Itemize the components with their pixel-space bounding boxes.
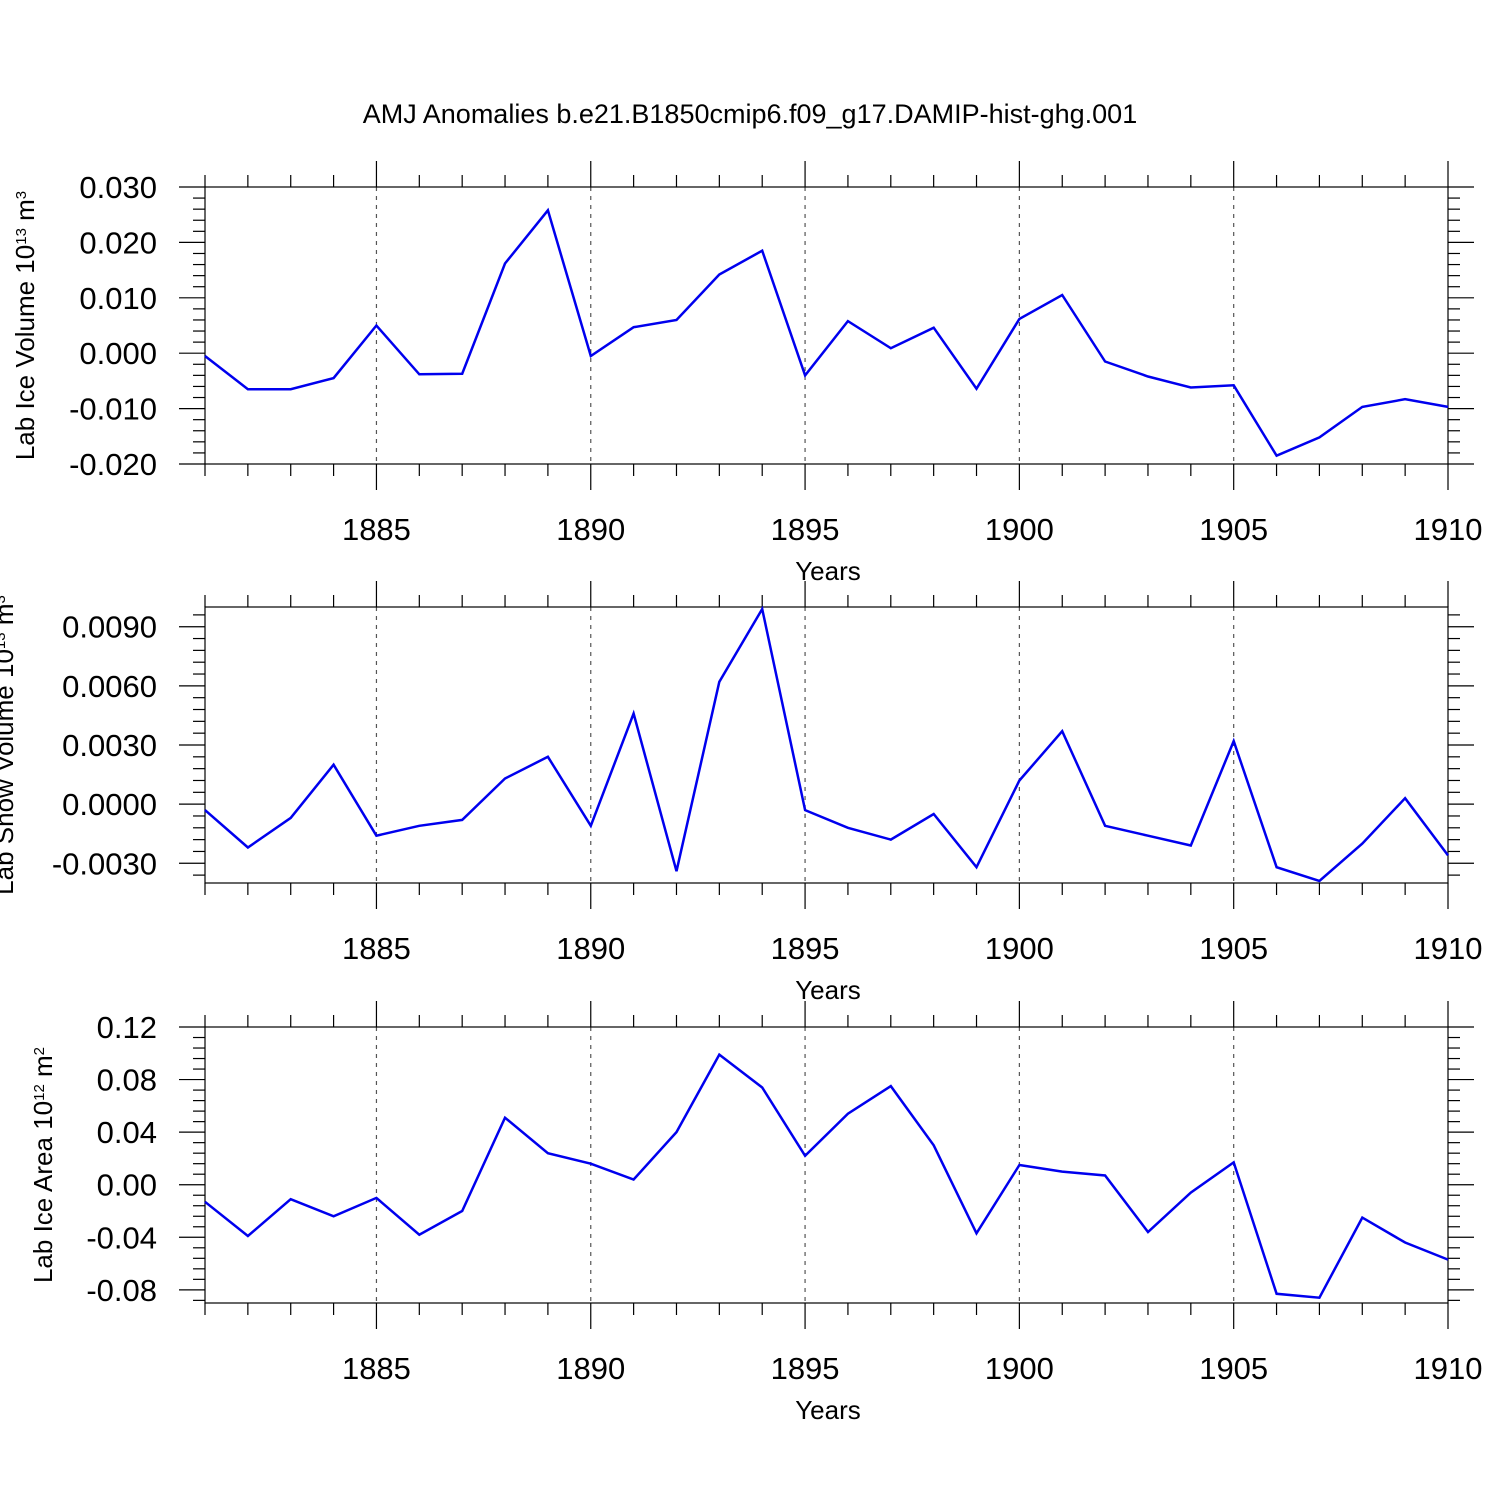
y-axis-title-part: m [0,604,19,633]
y-tick-label: 0.010 [79,281,157,316]
y-tick-label: -0.08 [86,1273,157,1308]
plot-frame [204,186,1449,465]
panel-ice-volume: -0.020 -0.010 0.000 0.010 0.020 0.030 1885 1890… [10,161,1482,586]
x-tick-label: 1885 [342,1351,411,1386]
x-tick-label: 1895 [771,931,840,966]
y-tick-label: -0.020 [69,447,157,482]
y-axis-title-part: Lab Ice Volume 10 [10,245,40,460]
y-tick-label: 0.04 [97,1115,157,1150]
y-axis-title-superscript: 3 [13,191,30,199]
x-tick-label: 1905 [1199,1351,1268,1386]
x-tick-label: 1890 [556,931,625,966]
y-axis-title-superscript: 2 [31,1047,48,1055]
series-line [204,1052,1449,1300]
y-tick-label: 0.08 [97,1063,157,1098]
y-tick-label: 0.0090 [62,610,157,645]
y-tick-label: 0.0000 [62,787,157,822]
y-axis-title: Lab Ice Volume 1013 m3 [10,191,40,460]
y-tick-label: -0.0030 [52,846,157,881]
y-tick-label: 0.12 [97,1010,157,1045]
x-axis-title: Years [795,975,861,1005]
y-axis-title: Lab Ice Area 1012 m2 [28,1047,58,1283]
x-tick-label: 1900 [985,1351,1054,1386]
x-axis-title: Years [795,556,861,586]
y-axis-title-part: m [28,1055,58,1084]
x-tick-label: 1910 [1414,931,1483,966]
figure-title: AMJ Anomalies b.e21.B1850cmip6.f09_g17.D… [363,99,1137,129]
x-tick-label: 1905 [1199,931,1268,966]
y-axis-title-superscript: 3 [0,595,9,603]
y-tick-label: 0.0060 [62,669,157,704]
x-tick-label: 1900 [985,931,1054,966]
y-tick-label: 0.020 [79,225,157,260]
x-tick-label: 1900 [985,512,1054,547]
x-tick-label: 1895 [771,1351,840,1386]
plot-frame [204,1026,1449,1304]
x-tick-label: 1895 [771,512,840,547]
y-axis-title-superscript: 13 [0,632,9,649]
y-tick-label: 0.0030 [62,728,157,763]
x-tick-label: 1910 [1414,1351,1483,1386]
series-line [204,605,1449,883]
panel-snow-volume: -0.0030 0.0000 0.0030 0.0060 0.0090 1885 1890 1… [0,581,1482,1005]
panel-ice-area: -0.08 -0.04 0.00 0.04 0.08 0.12 1885 1890 1895 19… [28,1001,1482,1425]
y-tick-label: -0.010 [69,392,157,427]
x-axis-title: Years [795,1395,861,1425]
y-axis-title-part: Lab Ice Area 10 [28,1101,58,1283]
x-tick-label: 1890 [556,1351,625,1386]
x-tick-label: 1890 [556,512,625,547]
y-tick-label: 0.000 [79,336,157,371]
y-tick-label: 0.00 [97,1168,157,1203]
y-axis-title-superscript: 12 [31,1084,48,1101]
y-tick-label: 0.030 [79,170,157,205]
y-tick-label: -0.04 [86,1220,157,1255]
x-tick-label: 1885 [342,931,411,966]
y-axis-title-part: Lab Snow Volume 10 [0,649,19,895]
x-tick-label: 1910 [1414,512,1483,547]
y-axis-title: Lab Snow Volume 1013 m3 [0,595,19,895]
series-line [204,207,1449,458]
x-tick-label: 1885 [342,512,411,547]
y-axis-title-superscript: 13 [13,228,30,245]
plot-frame [204,606,1449,884]
y-axis-title-part: m [10,199,40,228]
x-tick-label: 1905 [1199,512,1268,547]
